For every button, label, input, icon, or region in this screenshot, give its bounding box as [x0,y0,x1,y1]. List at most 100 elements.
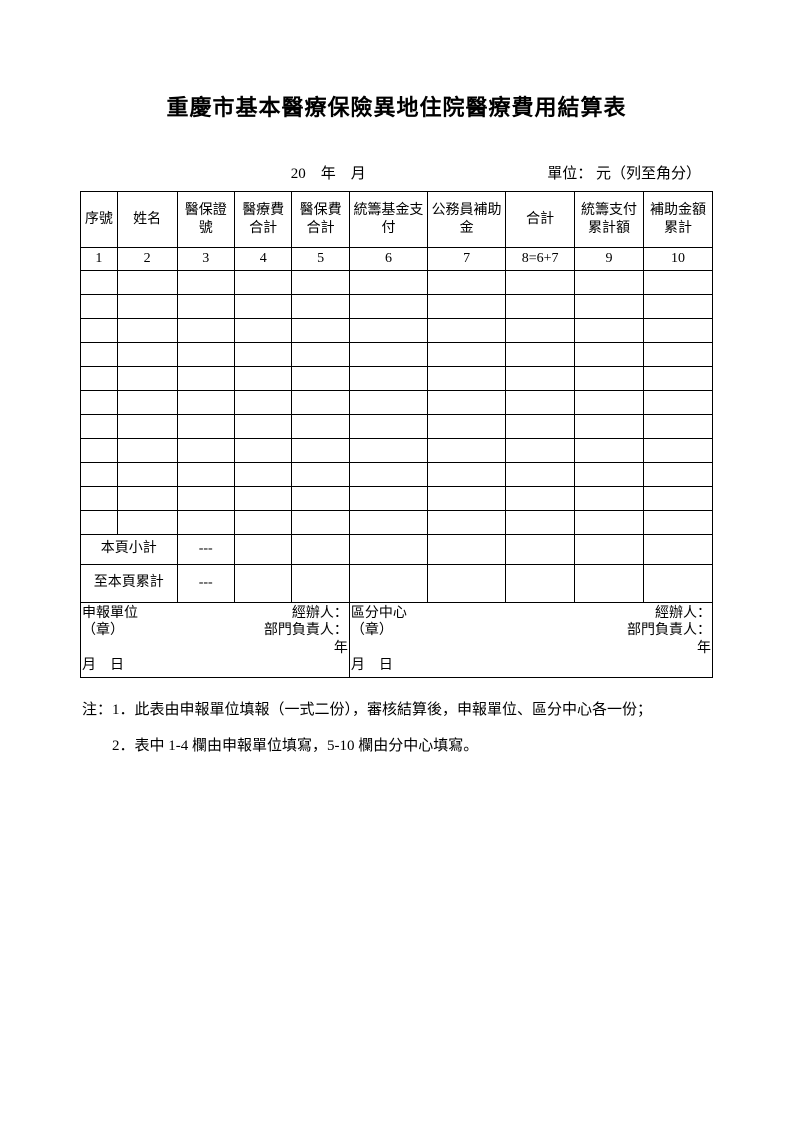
cell [506,438,575,462]
cell [575,438,644,462]
subtotal-label: 本頁小計 [81,534,178,564]
cell [234,486,291,510]
cell [81,270,118,294]
col-header-2: 醫保證號 [177,192,234,248]
col-header-9: 補助金額累計 [644,192,713,248]
cell [428,510,506,534]
col-header-5: 統籌基金支付 [349,192,427,248]
cell [292,462,349,486]
cell [349,414,427,438]
sig-right-stamp: （章） [351,623,393,638]
cell [575,366,644,390]
sig-right-year: 年 [697,641,711,656]
page-title: 重慶市基本醫療保險異地住院醫療費用結算表 [80,90,713,122]
col-header-8: 統籌支付累計額 [575,192,644,248]
cell [292,366,349,390]
cell [644,270,713,294]
cell [428,414,506,438]
cell [506,414,575,438]
col-num-8: 9 [575,248,644,271]
cell [575,486,644,510]
cell [428,486,506,510]
col-num-0: 1 [81,248,118,271]
notes-section: 注：1．此表由申報單位填報（一式二份），審核結算後，申報單位、區分中心各一份； … [80,692,713,764]
cell [292,318,349,342]
cell [506,486,575,510]
cell [177,318,234,342]
table-row [81,510,713,534]
table-row [81,414,713,438]
cell [177,510,234,534]
cell [428,366,506,390]
sig-left-cell: 申報單位 （章） 經辦人： 部門負責人： 年 月 日 [81,602,350,677]
col-header-6: 公務員補助金 [428,192,506,248]
cell [292,270,349,294]
cell [644,510,713,534]
cell [234,366,291,390]
cell [177,438,234,462]
cell [428,270,506,294]
col-num-2: 3 [177,248,234,271]
cell [81,414,118,438]
table-row [81,342,713,366]
notes-prefix: 注： [82,702,112,718]
sig-left-year: 年 [334,641,348,656]
cell [117,366,177,390]
col-header-4: 醫保費合計 [292,192,349,248]
cell [234,294,291,318]
cell [506,270,575,294]
col-header-3: 醫療費合計 [234,192,291,248]
sig-right-leader: 部門負責人： [627,623,711,638]
cell [506,342,575,366]
cell [117,510,177,534]
col-num-3: 4 [234,248,291,271]
cell [428,390,506,414]
table-row [81,438,713,462]
note-1: 1．此表由申報單位填報（一式二份），審核結算後，申報單位、區分中心各一份； [112,702,652,718]
cell [177,414,234,438]
cell [349,510,427,534]
cell [177,486,234,510]
cell [81,366,118,390]
cell [234,438,291,462]
sig-left-stamp: （章） [82,623,124,638]
cell [575,510,644,534]
cumulative-row: 至本頁累計 --- [81,564,713,602]
cell [81,390,118,414]
cell [575,270,644,294]
cell [117,342,177,366]
col-num-7: 8=6+7 [506,248,575,271]
cell [292,390,349,414]
cell [177,342,234,366]
cell [644,390,713,414]
cell [644,486,713,510]
cell [117,318,177,342]
cell [644,294,713,318]
cell [292,486,349,510]
col-header-0: 序號 [81,192,118,248]
cell [428,438,506,462]
cell [234,462,291,486]
col-header-1: 姓名 [117,192,177,248]
cell [575,294,644,318]
cell [117,294,177,318]
cell [177,462,234,486]
cell [234,270,291,294]
cell [349,486,427,510]
cell [81,486,118,510]
cell [428,342,506,366]
col-header-7: 合計 [506,192,575,248]
cell [117,414,177,438]
sig-right-date: 月 日 [351,657,711,675]
col-num-6: 7 [428,248,506,271]
cell [644,366,713,390]
header-row: 序號姓名醫保證號醫療費合計醫保費合計統籌基金支付公務員補助金合計統籌支付累計額補… [81,192,713,248]
cell [506,366,575,390]
cell [177,366,234,390]
cell [506,462,575,486]
cell [349,462,427,486]
signature-row: 申報單位 （章） 經辦人： 部門負責人： 年 月 日 [81,602,713,677]
table-row [81,462,713,486]
col-num-4: 5 [292,248,349,271]
note-2: 2．表中 1-4 欄由申報單位填寫，5-10 欄由分中心填寫。 [82,728,711,764]
